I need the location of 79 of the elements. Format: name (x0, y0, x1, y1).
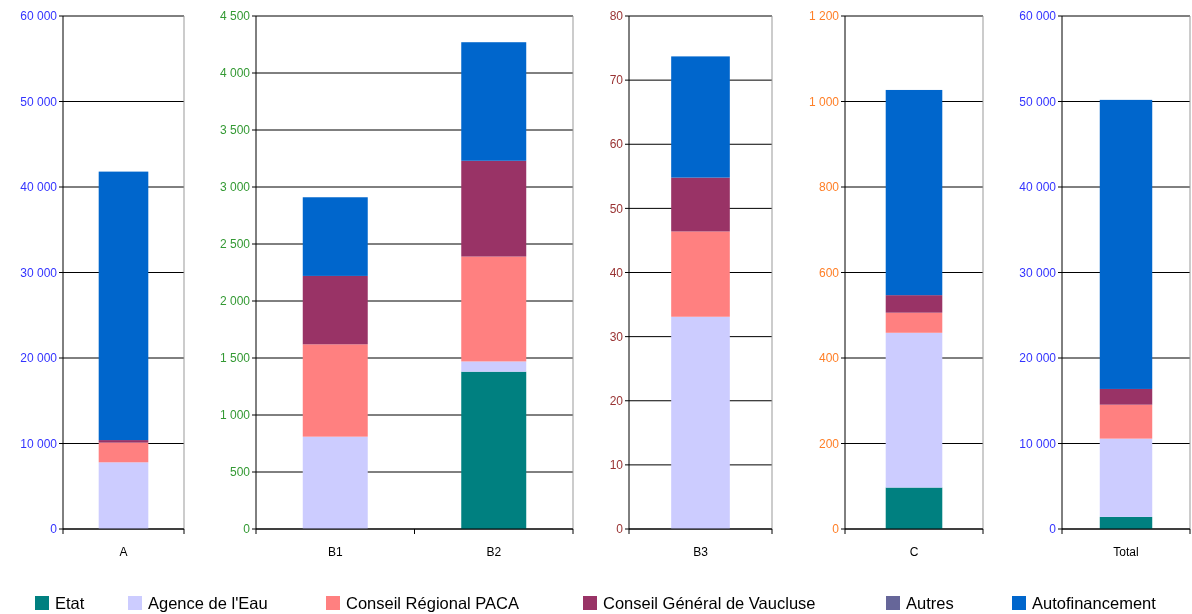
bar (1099, 438, 1153, 517)
bar (302, 275, 368, 345)
y-tick-label: 1 000 (219, 408, 251, 423)
y-tick-label: 60 (609, 137, 624, 152)
legend-label: Conseil Général de Vaucluse (603, 594, 816, 612)
bar (671, 316, 730, 529)
y-tick-label: 60 000 (1019, 9, 1057, 24)
y-tick-label: 0 (1049, 522, 1057, 537)
bar (302, 436, 368, 529)
legend-label: Conseil Régional PACA (346, 594, 520, 612)
x-tick-label: B1 (327, 545, 343, 559)
y-tick-label: 3 500 (219, 123, 251, 138)
x-tick-label: Total (1113, 545, 1139, 559)
bar (461, 371, 527, 529)
x-tick-label: B3 (693, 545, 709, 559)
x-tick-label: B2 (486, 545, 502, 559)
y-tick-label: 60 000 (20, 9, 58, 24)
bar (1099, 404, 1153, 439)
y-tick-label: 30 000 (1019, 265, 1057, 280)
bar (98, 440, 149, 443)
y-tick-label: 200 (818, 436, 840, 451)
y-tick-label: 1 500 (219, 351, 251, 366)
legend-label: Etat (55, 594, 85, 612)
y-tick-label: 20 (609, 393, 624, 408)
legend-label: Autofinancement (1032, 594, 1157, 612)
bar (671, 177, 730, 232)
legend-label: Agence de l'Eau (148, 594, 268, 612)
y-tick-label: 3 000 (219, 180, 251, 195)
bar (461, 361, 527, 372)
y-tick-label: 1 200 (808, 9, 840, 24)
y-tick-label: 30 (609, 329, 624, 344)
y-tick-label: 40 000 (1019, 180, 1057, 195)
y-tick-label: 600 (818, 265, 840, 280)
bar (98, 171, 149, 441)
y-tick-label: 20 000 (20, 351, 58, 366)
y-tick-label: 4 500 (219, 9, 251, 24)
bar (1099, 99, 1153, 389)
bar (461, 160, 527, 257)
y-tick-label: 800 (818, 180, 840, 195)
bar (1099, 516, 1153, 529)
bar (302, 344, 368, 437)
bar (302, 197, 368, 276)
y-tick-label: 2 000 (219, 294, 251, 309)
y-tick-label: 10 000 (1019, 436, 1057, 451)
y-tick-label: 1 000 (808, 94, 840, 109)
y-tick-label: 4 000 (219, 66, 251, 81)
bar (885, 295, 943, 313)
y-tick-label: 0 (50, 522, 58, 537)
bar (98, 442, 149, 463)
y-tick-label: 40 (609, 265, 624, 280)
y-tick-label: 500 (229, 465, 251, 480)
bar (885, 487, 943, 529)
legend-label: Autres (906, 594, 954, 612)
y-tick-label: 50 (609, 201, 624, 216)
y-tick-label: 50 000 (1019, 94, 1057, 109)
x-tick-label: A (119, 545, 128, 559)
y-tick-label: 0 (832, 522, 840, 537)
bar (671, 56, 730, 178)
bar (671, 231, 730, 317)
x-tick-label: C (909, 545, 919, 559)
bar (98, 462, 149, 529)
bar (1099, 388, 1153, 405)
y-tick-label: 400 (818, 351, 840, 366)
y-tick-label: 10 000 (20, 436, 58, 451)
bar (461, 42, 527, 161)
y-tick-label: 40 000 (20, 180, 58, 195)
y-tick-label: 20 000 (1019, 351, 1057, 366)
y-tick-label: 70 (609, 73, 624, 88)
bar (461, 256, 527, 362)
y-tick-label: 10 (609, 458, 624, 473)
y-tick-label: 0 (243, 522, 251, 537)
bar (885, 89, 943, 296)
bar (885, 332, 943, 488)
y-tick-label: 2 500 (219, 237, 251, 252)
y-tick-label: 80 (609, 9, 624, 24)
y-tick-label: 0 (616, 522, 624, 537)
y-tick-label: 50 000 (20, 94, 58, 109)
y-tick-label: 30 000 (20, 265, 58, 280)
bar (885, 312, 943, 333)
